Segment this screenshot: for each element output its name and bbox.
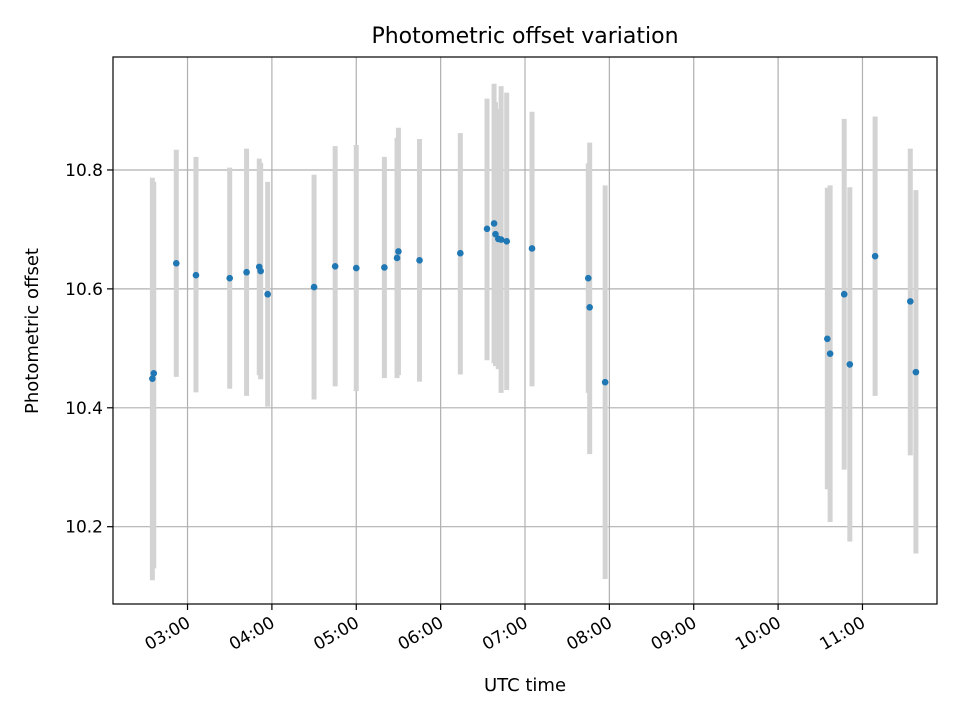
data-point [243,268,250,276]
data-point [393,254,401,262]
data-point [826,350,834,357]
data-point [497,236,505,243]
data-point [601,378,609,386]
data-point [416,257,423,264]
chart-title: Photometric offset variation [371,24,678,49]
data-point [871,252,879,260]
data-point [528,245,536,252]
data-point [483,225,491,233]
y-tick-label: 10.8 [65,161,103,181]
data-point [264,290,271,298]
data-point [492,230,499,238]
data-point [906,298,914,305]
x-axis-label: UTC time [484,675,566,696]
data-point [352,264,360,272]
data-point [490,220,498,227]
data-point [149,375,156,382]
data-point [503,238,511,245]
data-point [310,283,318,291]
data-point [257,267,264,275]
data-point [912,368,920,376]
y-tick-label: 10.6 [65,280,103,300]
data-point [846,361,854,368]
data-point [381,264,388,271]
data-point [395,248,402,255]
data-point [586,304,593,311]
data-point [824,335,831,343]
y-tick-label: 10.4 [65,399,103,419]
data-point [172,260,180,267]
data-point [584,274,592,282]
data-point [457,249,464,257]
data-point [192,271,200,279]
data-point [226,274,234,282]
y-axis-label: Photometric offset [22,248,43,414]
y-tick-label: 10.2 [65,518,103,538]
data-points [149,220,920,386]
data-point [840,290,848,298]
data-point [331,262,339,270]
y-axis-ticks: 10.2 10.4 10.6 10.8 [65,161,113,538]
data-point [150,370,158,377]
